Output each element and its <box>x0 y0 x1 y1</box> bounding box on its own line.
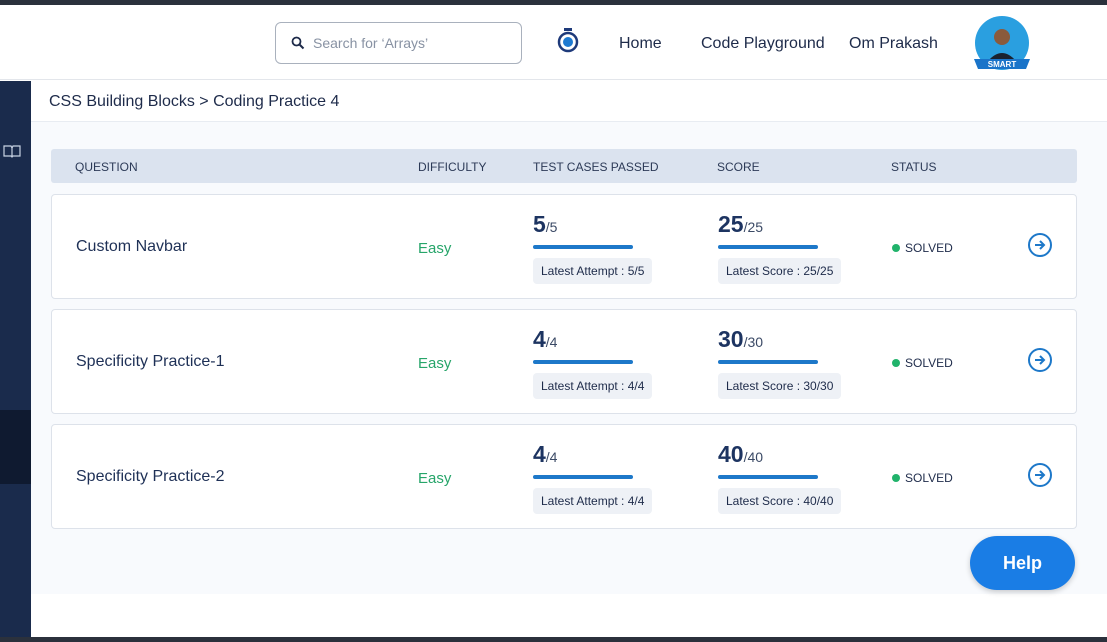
question-name: Specificity Practice-2 <box>76 468 225 485</box>
question-row[interactable]: Specificity Practice-2 Easy 4/4 Latest Atte… <box>51 424 1077 529</box>
latest-pill: Latest Attempt : 4/4 <box>533 488 653 514</box>
book-icon[interactable] <box>3 144 21 158</box>
difficulty: Easy <box>418 240 452 257</box>
nav-user[interactable]: Om Prakash <box>849 35 938 52</box>
open-arrow[interactable] <box>1027 232 1053 258</box>
progress-bar <box>533 360 633 364</box>
progress-bar <box>533 475 633 479</box>
sidebar <box>0 81 31 642</box>
question-row[interactable]: Specificity Practice-1 Easy 4/4 Latest Atte… <box>51 309 1077 414</box>
progress-bar <box>718 360 818 364</box>
header: Search for ‘Arrays’ Home Code Playground… <box>0 5 1107 80</box>
column-header: STATUS <box>891 160 937 174</box>
bottom-strip <box>0 637 1107 642</box>
search-icon <box>291 36 305 50</box>
value: 30 <box>718 326 744 352</box>
breadcrumb-bar: CSS Building Blocks > Coding Practice 4 <box>31 81 1107 122</box>
status-dot <box>892 244 900 252</box>
value-group: 25/25 <box>718 211 763 238</box>
column-header: SCORE <box>717 160 760 174</box>
question-row[interactable]: Custom Navbar Easy 5/5 Latest Attempt : 5/5… <box>51 194 1077 299</box>
latest-pill: Latest Attempt : 4/4 <box>533 373 653 399</box>
status: SOLVED <box>892 356 953 370</box>
value-group: 4/4 <box>533 441 557 468</box>
value: 4 <box>533 441 546 467</box>
value: 5 <box>533 211 546 237</box>
breadcrumb: CSS Building Blocks > Coding Practice 4 <box>49 93 340 110</box>
status-dot <box>892 359 900 367</box>
difficulty: Easy <box>418 470 452 487</box>
search-placeholder: Search for ‘Arrays’ <box>313 35 429 51</box>
search-box[interactable]: Search for ‘Arrays’ <box>275 22 522 64</box>
column-header: QUESTION <box>75 160 138 174</box>
value: 40 <box>718 441 744 467</box>
progress-bar <box>718 245 818 249</box>
value-total: /4 <box>545 334 558 350</box>
value-group: 40/40 <box>718 441 763 468</box>
status-text: SOLVED <box>905 241 953 255</box>
avatar[interactable]: SMART <box>970 15 1036 73</box>
difficulty: Easy <box>418 355 452 372</box>
latest-pill: Latest Score : 25/25 <box>718 258 842 284</box>
value-group: 4/4 <box>533 326 557 353</box>
value-total: /5 <box>545 219 558 235</box>
column-header: DIFFICULTY <box>418 160 487 174</box>
value-group: 30/30 <box>718 326 763 353</box>
sidebar-active <box>0 410 31 484</box>
avatar-badge: SMART <box>988 60 1017 69</box>
value: 25 <box>718 211 744 237</box>
open-arrow[interactable] <box>1027 462 1053 488</box>
value-total: /30 <box>743 334 764 350</box>
latest-pill: Latest Score : 30/30 <box>718 373 842 399</box>
table-header: QUESTION DIFFICULTY TEST CASES PASSED SCORE… <box>51 149 1077 183</box>
status-dot <box>892 474 900 482</box>
question-name: Specificity Practice-1 <box>76 353 225 370</box>
progress-bar <box>718 475 818 479</box>
nav-playground[interactable]: Code Playground <box>701 35 825 52</box>
latest-pill: Latest Score : 40/40 <box>718 488 842 514</box>
value-group: 5/5 <box>533 211 557 238</box>
column-header: TEST CASES PASSED <box>533 160 659 174</box>
status-text: SOLVED <box>905 356 953 370</box>
help-button[interactable]: Help <box>970 536 1075 590</box>
value-total: /25 <box>743 219 764 235</box>
nav-home[interactable]: Home <box>619 35 662 52</box>
latest-pill: Latest Attempt : 5/5 <box>533 258 653 284</box>
progress-bar <box>533 245 633 249</box>
value-total: /4 <box>545 449 558 465</box>
status-text: SOLVED <box>905 471 953 485</box>
question-name: Custom Navbar <box>76 238 188 255</box>
value: 4 <box>533 326 546 352</box>
value-total: /40 <box>743 449 764 465</box>
open-arrow[interactable] <box>1027 347 1053 373</box>
timer-icon[interactable] <box>556 27 580 55</box>
status: SOLVED <box>892 241 953 255</box>
status: SOLVED <box>892 471 953 485</box>
top-strip <box>0 0 1107 5</box>
